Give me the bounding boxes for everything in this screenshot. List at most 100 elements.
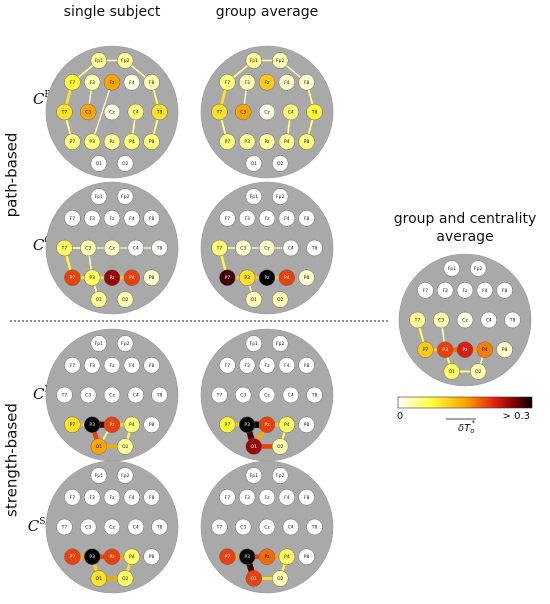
node-label: F3 [244,495,250,501]
node-label: Fz [110,363,116,369]
node [103,518,121,536]
node-label: T7 [414,318,421,324]
node [238,269,256,286]
node [258,210,276,227]
node [90,155,108,172]
node-label: Cz [264,525,270,531]
colorbar-label-text: δTo* [458,419,476,435]
node-label: C3 [240,246,246,252]
node-label: C3 [85,393,91,399]
node [143,74,160,91]
node [123,489,141,506]
node [238,133,256,150]
node-label: T8 [156,393,163,399]
colorbar-max: > 0.3 [503,411,530,422]
node-label: Fz [265,495,271,501]
node-label: Fz [265,363,271,369]
node [432,311,450,329]
node-label: P4 [284,275,290,281]
node-label: Cz [264,393,270,399]
node [116,438,134,455]
node-label: T8 [311,246,318,252]
node-label: T7 [61,110,68,116]
node-label: Fp1 [250,341,258,347]
node [298,416,315,433]
node [234,386,252,404]
node [211,239,228,257]
node-label: F7 [225,216,231,222]
node [271,335,289,352]
node [219,489,236,506]
node [64,133,81,150]
node [127,386,145,404]
node [79,239,97,257]
node-label: T8 [509,318,516,324]
node-label: P4 [129,139,135,145]
node-label: O2 [122,444,129,450]
node [151,386,168,404]
node [103,133,121,150]
node [90,52,108,69]
node-label: F8 [149,80,155,86]
node-label: F4 [284,80,290,86]
node [123,416,141,433]
node-label: Fp1 [448,266,456,272]
node [234,103,252,121]
node-label: O2 [475,369,482,375]
node [496,282,513,299]
node [282,518,300,536]
node-label: O1 [251,161,258,167]
node-label: P7 [423,347,429,353]
node [480,311,498,329]
node-label: Fp1 [250,473,258,479]
node-label: T7 [61,393,68,399]
node-label: C4 [288,110,294,116]
node [238,416,256,433]
node-label: F3 [244,80,250,86]
node-label: F4 [129,363,135,369]
node [278,269,296,286]
node-label: Fp2 [121,341,129,347]
node [90,570,108,587]
node-label: C4 [486,318,492,324]
node [64,357,81,374]
node-label: Pz [462,347,468,353]
node [103,357,121,374]
network-panel: Fp1 Fp2 F7 F3 Fz F4 F8 T7 C3 Cz C4 T8 P7 P3 Pz P4 P8 O1 O2 [398,253,532,387]
node [476,341,494,358]
node [143,548,160,565]
node [271,438,289,455]
node-label: F4 [129,216,135,222]
node [245,291,263,308]
node [258,74,276,91]
node-label: F7 [70,363,76,369]
node-label: P7 [225,422,231,428]
node [456,282,474,299]
node [271,188,289,205]
node [238,548,256,565]
node [298,489,315,506]
node [83,416,101,433]
node-label: Fp1 [95,58,103,64]
node [211,103,228,121]
node-label: F8 [149,216,155,222]
node-label: O2 [277,161,284,167]
node [219,133,236,150]
node-label: P3 [244,139,250,145]
node-label: T8 [156,110,163,116]
node-label: T8 [156,525,163,531]
node-label: F8 [304,363,310,369]
node [219,416,236,433]
node-label: Cz [109,246,115,252]
node-label: C4 [288,525,294,531]
node [151,239,168,257]
node [83,269,101,286]
node-label: F7 [423,288,429,294]
node [443,363,461,380]
row-label-base: C [33,90,45,108]
node-label: P7 [70,139,76,145]
node-label: Cz [264,246,270,252]
node-label: P3 [244,554,250,560]
node-label: O1 [449,369,456,375]
